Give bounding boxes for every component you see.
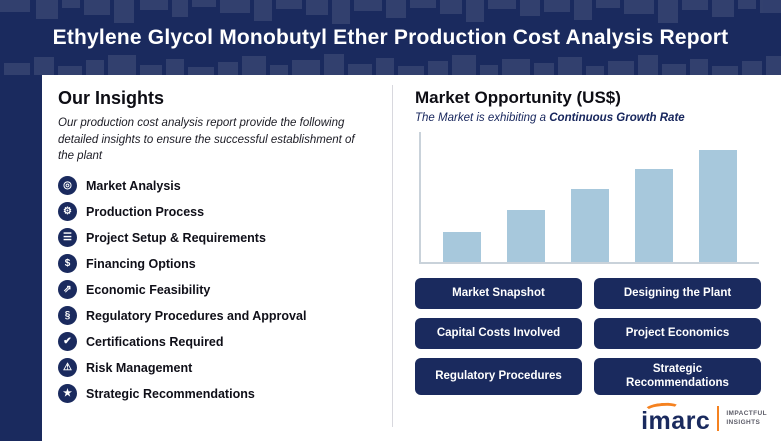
market-snapshot-button[interactable]: Market Snapshot bbox=[415, 278, 582, 309]
list-item-label: Strategic Recommendations bbox=[86, 386, 255, 401]
project-economics-button[interactable]: Project Economics bbox=[594, 318, 761, 349]
strategic-recommendations-button[interactable]: Strategic Recommendations bbox=[594, 358, 761, 395]
insights-heading: Our Insights bbox=[58, 88, 165, 108]
regulatory-procedures-button[interactable]: Regulatory Procedures bbox=[415, 358, 582, 395]
regulatory-procedures-icon: § bbox=[58, 306, 77, 326]
insights-list: ◎ Market Analysis ⚙ Production Process ☰… bbox=[58, 176, 384, 404]
market-heading: Market Opportunity (US$) bbox=[415, 88, 621, 107]
list-item: ✔ Certifications Required bbox=[58, 332, 384, 352]
insights-panel: Our Insights Our production cost analysi… bbox=[42, 75, 392, 441]
chart-bar bbox=[699, 150, 737, 262]
skyline-top-decoration bbox=[0, 0, 781, 24]
capital-costs-button[interactable]: Capital Costs Involved bbox=[415, 318, 582, 349]
vertical-divider bbox=[392, 85, 393, 427]
chart-bar bbox=[635, 169, 673, 262]
list-item-label: Certifications Required bbox=[86, 334, 224, 349]
list-item-label: Project Setup & Requirements bbox=[86, 230, 266, 245]
project-setup-icon: ☰ bbox=[58, 228, 77, 248]
economic-feasibility-icon: ⇗ bbox=[58, 280, 77, 300]
production-process-icon: ⚙ bbox=[58, 202, 77, 222]
content-area: Our Insights Our production cost analysi… bbox=[0, 75, 781, 441]
growth-rate-emphasis: Continuous Growth Rate bbox=[549, 112, 685, 124]
list-item: ◎ Market Analysis bbox=[58, 176, 384, 196]
list-item-label: Production Process bbox=[86, 204, 205, 219]
market-opportunity-panel: Market Opportunity (US$) The Market is e… bbox=[393, 75, 781, 441]
report-topics-grid: Market Snapshot Designing the Plant Capi… bbox=[415, 278, 761, 395]
list-item-label: Financing Options bbox=[86, 256, 196, 271]
list-item: ⚙ Production Process bbox=[58, 202, 384, 222]
certifications-icon: ✔ bbox=[58, 332, 77, 352]
imarc-logo-separator bbox=[717, 405, 720, 431]
left-accent-strip bbox=[0, 75, 42, 441]
financing-options-icon: $ bbox=[58, 254, 77, 274]
chart-bar bbox=[443, 232, 481, 262]
page-title: Ethylene Glycol Monobutyl Ether Producti… bbox=[52, 26, 729, 49]
list-item: ★ Strategic Recommendations bbox=[58, 384, 384, 404]
designing-the-plant-button[interactable]: Designing the Plant bbox=[594, 278, 761, 309]
market-analysis-icon: ◎ bbox=[58, 176, 77, 196]
growth-bar-chart bbox=[419, 132, 759, 264]
list-item: ☰ Project Setup & Requirements bbox=[58, 228, 384, 248]
insights-description: Our production cost analysis report prov… bbox=[58, 117, 355, 163]
imarc-wordmark: imarc bbox=[641, 401, 710, 434]
list-item-label: Risk Management bbox=[86, 360, 193, 375]
list-item-label: Market Analysis bbox=[86, 178, 181, 193]
risk-management-icon: ⚠ bbox=[58, 358, 77, 378]
chart-bar bbox=[507, 210, 545, 262]
imarc-logo: imarc IMPACTFUL INSIGHTS bbox=[641, 401, 767, 434]
list-item-label: Economic Feasibility bbox=[86, 282, 211, 297]
header-banner: Ethylene Glycol Monobutyl Ether Producti… bbox=[0, 0, 781, 75]
imarc-tagline: IMPACTFUL INSIGHTS bbox=[726, 409, 767, 426]
skyline-bottom-decoration bbox=[4, 54, 781, 75]
list-item: ⇗ Economic Feasibility bbox=[58, 280, 384, 300]
list-item: $ Financing Options bbox=[58, 254, 384, 274]
chart-bar bbox=[571, 189, 609, 262]
list-item: § Regulatory Procedures and Approval bbox=[58, 306, 384, 326]
market-subtitle: The Market is exhibiting a Continuous Gr… bbox=[415, 112, 685, 124]
strategic-recommendations-icon: ★ bbox=[58, 384, 77, 404]
list-item: ⚠ Risk Management bbox=[58, 358, 384, 378]
list-item-label: Regulatory Procedures and Approval bbox=[86, 308, 307, 323]
